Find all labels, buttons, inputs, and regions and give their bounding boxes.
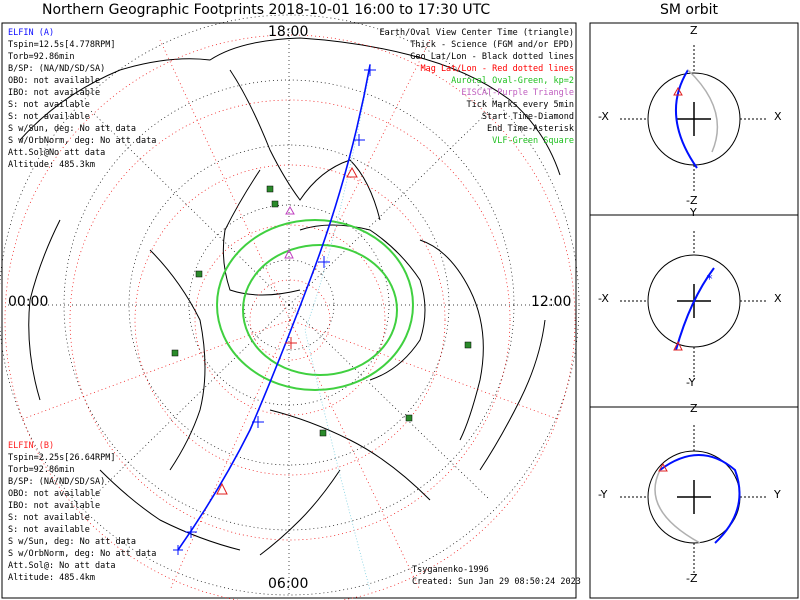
orbit-panel-yz	[620, 425, 768, 575]
elfin-b-info-line: OBO: not available	[8, 489, 101, 499]
legend-item: Earth/Oval View Center Time (triangle)	[379, 28, 574, 38]
time-label-bottom: 06:00	[268, 576, 309, 592]
legend-item: EISCAT-Purple Triangle	[461, 88, 574, 98]
orbit-axis-top: Z	[690, 402, 698, 415]
orbit-axis-bottom: -Y	[686, 376, 696, 389]
elfin-b-info-line: S w/OrbNorm, deg: No att data	[8, 549, 157, 559]
orbit-axis-left: -Y	[598, 488, 608, 501]
coastlines	[19, 37, 561, 556]
auroral-oval	[216, 219, 414, 391]
elfin-a-info-line: S: not available	[8, 112, 90, 122]
credit-created: Created: Sun Jan 29 08:50:24 2023	[412, 577, 581, 587]
elfin-a-info-line: OBO: not available	[8, 76, 101, 86]
orbit-panel-xz	[620, 45, 768, 193]
credit-author: Tsyganenko-1996	[412, 565, 489, 575]
elfin-a-info-line: Torb=92.86min	[8, 52, 75, 62]
elfin-b-info-line: S: not available	[8, 525, 90, 535]
orbit-axis-left: -X	[598, 110, 609, 123]
legend-item: Geo Lat/Lon - Black dotted lines	[410, 52, 574, 62]
orbit-title: SM orbit	[660, 2, 719, 18]
orbit-axis-left: -X	[598, 292, 609, 305]
legend-item: Mag Lat/Lon - Red dotted lines	[420, 64, 574, 74]
time-label-top: 18:00	[268, 24, 309, 40]
elfin-b-info-line: Torb=92.86min	[8, 465, 75, 475]
elfin-a-info-line: B/SP: (NA/ND/SD/SA)	[8, 64, 106, 74]
orbit-axis-top: Y	[690, 206, 697, 219]
elfin-a-info-line: Tspin=12.5s[4.778RPM]	[8, 40, 116, 50]
elfin-a-info-line: Altitude: 485.3km	[8, 160, 95, 170]
legend-item: End Time-Asterisk	[487, 124, 574, 134]
legend-item: VLF-Green Square	[492, 136, 574, 146]
orbit-axis-right: X	[774, 110, 782, 123]
eiscat-triangles	[284, 205, 295, 259]
elfin-b-info-line: Att.Sol@: No att data	[8, 561, 116, 571]
elfin-a-info-line: IBO: not available	[8, 88, 101, 98]
elfin-a-info-line: S w/Sun, deg: No att data	[8, 124, 136, 134]
orbit-axis-right: Y	[774, 488, 781, 501]
svg-text:*: *	[706, 272, 713, 286]
orbit-panel-xy: *	[620, 231, 768, 380]
legend-item: Tick Marks every 5min	[466, 100, 574, 110]
elfin-b-markers	[216, 166, 358, 495]
orbit-axis-top: Z	[690, 24, 698, 37]
elfin-a-info-line: S: not available	[8, 100, 90, 110]
polar-map	[0, 14, 580, 600]
time-label-left: 00:00	[8, 294, 49, 310]
orbit-axis-bottom: -Z	[686, 572, 698, 585]
orbit-axis-bottom: -Z	[686, 194, 698, 207]
legend-item: Thick - Science (FGM and/or EPD)	[410, 40, 574, 50]
elfin-b-info-line: B/SP: (NA/ND/SD/SA)	[8, 477, 106, 487]
radial-grid	[5, 25, 573, 595]
legend-item: Start Time-Diamond	[481, 112, 574, 122]
elfin-a-track	[177, 64, 371, 551]
elfin-b-info-line: IBO: not available	[8, 501, 101, 511]
elfin-a-info-line: S w/OrbNorm, deg: No att data	[8, 136, 157, 146]
mag-grid	[4, 34, 576, 600]
vlf-stations	[171, 185, 472, 437]
legend-item: Auroral Oval-Green, kp=2	[451, 76, 574, 86]
elfin-a-name: ELFIN (A)	[8, 28, 55, 38]
elfin-b-info-line: S w/Sun, deg: No att data	[8, 537, 136, 547]
cyan-trace	[304, 69, 371, 591]
elfin-b-info-line: Tspin=2.25s[26.64RPM]	[8, 453, 116, 463]
elfin-b-info-line: S: not available	[8, 513, 90, 523]
map-title: Northern Geographic Footprints 2018-10-0…	[42, 2, 491, 18]
elfin-a-info-line: Att.Sol@No att data	[8, 148, 106, 158]
time-label-right: 12:00	[531, 294, 572, 310]
elfin-b-name: ELFIN (B)	[8, 441, 55, 451]
orbit-axis-right: X	[774, 292, 782, 305]
elfin-b-info-line: Altitude: 485.4km	[8, 573, 95, 583]
elfin-a-ticks	[173, 64, 376, 555]
